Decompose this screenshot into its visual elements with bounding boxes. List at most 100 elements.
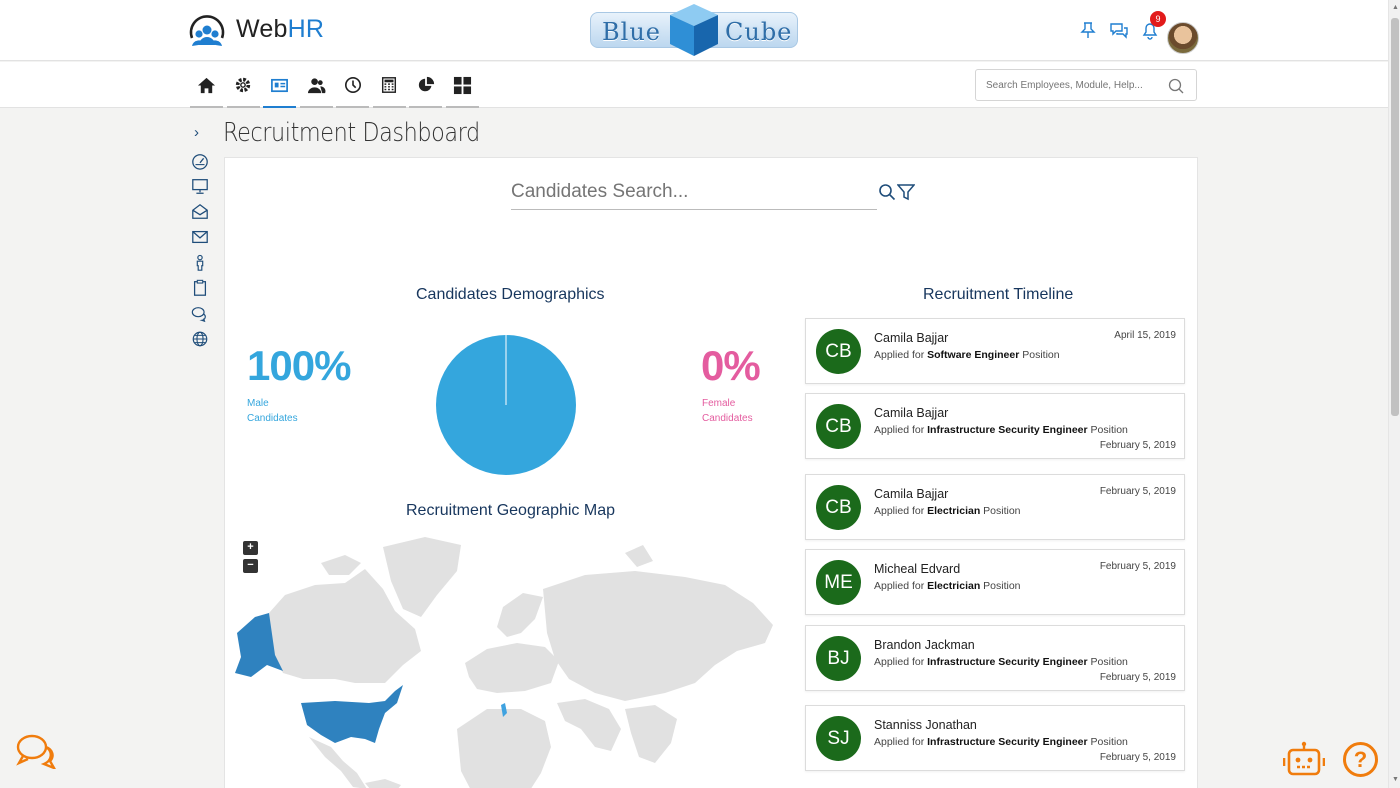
chat-bubbles-icon	[191, 306, 206, 322]
candidate-avatar: SJ	[816, 716, 861, 761]
candidate-name[interactable]: Camila Bajjar	[874, 487, 949, 501]
world-map[interactable]	[225, 533, 785, 788]
position-name: Software Engineer	[927, 349, 1020, 361]
timeline-item[interactable]: CB Camila Bajjar Applied for Electrician…	[805, 474, 1185, 540]
sidebar-item-careers[interactable]	[188, 327, 212, 353]
page-scrollbar[interactable]: ▲ ▼	[1388, 0, 1400, 788]
nav-attendance[interactable]	[336, 72, 369, 108]
notifications-bell-icon[interactable]: 9	[1140, 11, 1166, 40]
sidebar-item-mail[interactable]	[188, 225, 212, 251]
home-icon	[197, 77, 216, 94]
brand-word-blue: Blue	[602, 18, 661, 46]
map-arctic-islands[interactable]	[321, 555, 361, 575]
map-scandinavia[interactable]	[497, 593, 543, 637]
timeline-item[interactable]: SJ Stanniss Jonathan Applied for Infrast…	[805, 705, 1185, 771]
application-date: February 5, 2019	[1099, 440, 1176, 451]
application-description: Applied for Infrastructure Security Engi…	[874, 424, 1128, 436]
map-tunisia[interactable]	[501, 703, 507, 717]
candidate-name[interactable]: Camila Bajjar	[874, 331, 949, 345]
candidate-avatar: CB	[816, 404, 861, 449]
map-canada[interactable]	[269, 569, 421, 683]
application-date: February 5, 2019	[1099, 752, 1176, 763]
map-zoom-in-button[interactable]: +	[243, 541, 258, 555]
demographics-pie-chart	[436, 335, 576, 475]
filter-icon[interactable]	[897, 183, 915, 201]
clipboard-icon	[193, 280, 207, 297]
module-icons	[190, 72, 482, 108]
nav-payroll[interactable]	[372, 72, 406, 108]
global-search[interactable]	[975, 69, 1197, 101]
logo-text: WebHR	[236, 15, 324, 44]
global-search-input[interactable]	[986, 70, 1166, 100]
sidebar-item-interviews[interactable]	[188, 301, 212, 327]
sidebar-item-candidates[interactable]	[188, 250, 212, 276]
sidebar-item-screen[interactable]	[188, 174, 212, 200]
pin-icon[interactable]	[1078, 20, 1098, 40]
timeline-item[interactable]: CB Camila Bajjar Applied for Infrastruct…	[805, 393, 1185, 459]
timeline-item[interactable]: BJ Brandon Jackman Applied for Infrastru…	[805, 625, 1185, 691]
sidebar-item-jobs[interactable]	[188, 276, 212, 302]
envelope-icon	[192, 231, 208, 244]
map-russia-asia[interactable]	[543, 571, 773, 701]
map-arctic-russia[interactable]	[625, 545, 653, 567]
map-mexico[interactable]	[309, 737, 367, 788]
top-header: WebHR Blue Cube 9	[0, 0, 1388, 61]
nav-reports[interactable]	[409, 72, 442, 108]
webhr-logo[interactable]: WebHR	[186, 8, 324, 50]
blue-cube-brand: Blue Cube	[588, 2, 800, 58]
candidate-avatar: ME	[816, 560, 861, 605]
map-united-states[interactable]	[301, 685, 403, 743]
search-icon[interactable]	[878, 183, 896, 201]
map-alaska[interactable]	[235, 613, 283, 677]
map-africa[interactable]	[457, 709, 551, 788]
grid-icon	[453, 76, 471, 95]
logo-text-hr: HR	[287, 14, 325, 43]
expand-sidebar-chevron-icon[interactable]: ›	[194, 124, 199, 141]
candidate-name[interactable]: Brandon Jackman	[874, 638, 975, 652]
applied-prefix: Applied for	[874, 424, 925, 436]
candidate-name[interactable]: Stanniss Jonathan	[874, 718, 977, 732]
candidate-name[interactable]: Camila Bajjar	[874, 406, 949, 420]
user-avatar[interactable]	[1167, 22, 1199, 54]
applied-prefix: Applied for	[874, 580, 925, 592]
timeline-title: Recruitment Timeline	[923, 286, 1074, 303]
recruitment-sidebar	[188, 148, 212, 352]
open-envelope-icon	[192, 203, 208, 219]
nav-recruitment[interactable]	[263, 72, 296, 108]
nav-apps[interactable]	[445, 72, 479, 108]
nav-settings[interactable]	[226, 72, 260, 108]
sidebar-item-dashboard[interactable]	[188, 148, 212, 174]
application-description: Applied for Electrician Position	[874, 505, 1021, 517]
messages-icon[interactable]	[1109, 20, 1129, 40]
help-button[interactable]: ?	[1343, 742, 1378, 777]
clock-icon	[344, 76, 361, 94]
candidate-name[interactable]: Micheal Edvard	[874, 562, 961, 576]
scroll-up-arrow-icon[interactable]: ▲	[1392, 4, 1399, 11]
position-name: Infrastructure Security Engineer	[927, 424, 1088, 436]
scrollbar-thumb[interactable]	[1391, 18, 1399, 416]
live-chat-icon[interactable]	[15, 733, 59, 769]
candidates-search-input[interactable]	[511, 180, 877, 203]
male-label-line2: Candidates	[247, 413, 298, 424]
chatbot-icon[interactable]	[1283, 741, 1325, 777]
globe-icon	[192, 331, 208, 347]
timeline-item[interactable]: CB Camila Bajjar Applied for Software En…	[805, 318, 1185, 384]
map-middle-east[interactable]	[557, 699, 621, 751]
candidates-search-field[interactable]	[511, 180, 877, 210]
map-zoom-out-button[interactable]: −	[243, 559, 258, 573]
scroll-down-arrow-icon[interactable]: ▼	[1392, 776, 1399, 783]
application-date: February 5, 2019	[1099, 486, 1176, 497]
sidebar-item-inbox[interactable]	[188, 199, 212, 225]
nav-home[interactable]	[190, 72, 223, 108]
nav-employees[interactable]	[299, 72, 333, 108]
timeline-item[interactable]: ME Micheal Edvard Applied for Electricia…	[805, 549, 1185, 615]
map-caribbean[interactable]	[365, 779, 401, 788]
search-icon[interactable]	[1168, 78, 1184, 94]
application-date: February 5, 2019	[1099, 561, 1176, 572]
demographics-title: Candidates Demographics	[416, 286, 605, 303]
map-india-se-asia[interactable]	[625, 705, 677, 763]
map-europe[interactable]	[465, 643, 559, 693]
users-icon	[307, 78, 325, 94]
map-greenland[interactable]	[383, 537, 461, 617]
dashboard-card: Candidates Demographics 100% Male Candid…	[224, 157, 1198, 788]
